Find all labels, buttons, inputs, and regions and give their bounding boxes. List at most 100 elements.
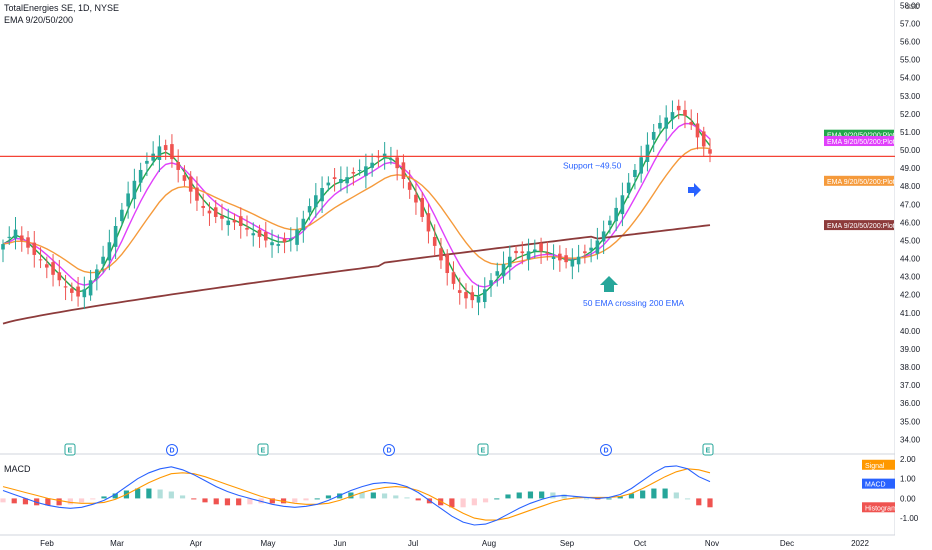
candle <box>251 233 256 236</box>
candle <box>558 253 562 261</box>
candle <box>545 252 550 254</box>
candle <box>226 220 231 226</box>
candle <box>26 237 30 248</box>
candle <box>633 169 637 178</box>
histogram-bar <box>381 493 388 499</box>
axis-bg <box>895 0 932 550</box>
macd-tick: 1.00 <box>900 475 916 484</box>
time-tick: Oct <box>634 539 647 548</box>
histogram-bar <box>168 491 174 499</box>
histogram-bar <box>45 498 51 506</box>
candle <box>339 178 343 184</box>
histogram-bar <box>269 498 275 504</box>
time-tick: Jun <box>334 539 347 548</box>
histogram-bar <box>224 498 231 506</box>
histogram-bar <box>617 496 623 499</box>
signal-line <box>2 468 711 521</box>
histogram-bar <box>135 488 141 499</box>
candle <box>57 272 62 281</box>
histogram-bar <box>359 492 365 499</box>
candles <box>1 99 712 316</box>
candle <box>188 176 193 192</box>
histogram-bar <box>303 498 309 501</box>
candle <box>614 207 618 222</box>
histogram-bar <box>0 498 6 503</box>
candle <box>107 242 112 261</box>
price-tick: 58.00 <box>900 1 921 10</box>
candle <box>270 242 274 246</box>
candle <box>120 209 124 222</box>
candle <box>63 286 68 288</box>
candle <box>620 195 625 215</box>
candle <box>351 172 356 174</box>
time-axis: Feb Mar Apr May Jun Jul Aug Sep Oct Nov Dec 2022 <box>40 539 869 548</box>
time-tick: Nov <box>705 539 719 548</box>
histogram-bar <box>179 495 186 499</box>
candle <box>708 149 712 154</box>
histogram-bar <box>314 498 320 500</box>
candle <box>482 289 487 302</box>
price-tick: 41.00 <box>900 309 921 318</box>
ema200-tag-bg <box>824 220 894 231</box>
ema20-tag: EMA 9/20/50/200:Plot <box>827 139 895 146</box>
macd-tick: 0.00 <box>900 494 916 503</box>
histogram-bar <box>471 498 477 506</box>
event-label: E <box>481 448 486 455</box>
price-tick: 35.00 <box>900 417 921 426</box>
candle <box>457 290 462 293</box>
price-tick: 45.00 <box>900 236 921 245</box>
candle <box>151 153 155 161</box>
histogram-bar <box>651 488 657 499</box>
candle <box>526 251 531 260</box>
candle <box>601 231 606 242</box>
candle <box>395 157 399 169</box>
candle <box>238 216 243 226</box>
price-tick: 48.00 <box>900 182 921 191</box>
candle <box>195 187 199 201</box>
candle <box>170 144 174 160</box>
earnings-icon <box>477 443 489 456</box>
histogram-bar <box>22 498 29 505</box>
candle <box>451 272 456 284</box>
candle <box>539 243 543 252</box>
candle <box>445 254 450 274</box>
price-tick: 55.00 <box>900 56 921 65</box>
candle <box>564 255 568 263</box>
candle <box>44 264 49 268</box>
candle <box>695 123 700 138</box>
candle <box>1 244 5 250</box>
candle <box>282 238 287 243</box>
price-tick: 40.00 <box>900 327 921 336</box>
histogram-bar <box>662 488 668 499</box>
candle <box>701 131 706 147</box>
histogram-bar <box>460 498 466 508</box>
histogram-bar <box>539 491 545 499</box>
ema200-line <box>2 224 711 325</box>
candle <box>595 240 600 254</box>
candle <box>182 175 187 181</box>
arrow-up-icon <box>600 276 618 292</box>
candle <box>213 207 218 217</box>
candle <box>101 256 105 264</box>
candle <box>426 213 431 232</box>
histogram-bar <box>684 498 691 500</box>
candle <box>533 249 537 252</box>
histogram-bar <box>202 498 208 503</box>
histogram-bar <box>236 498 242 506</box>
candle <box>88 280 93 296</box>
candle <box>320 188 324 202</box>
candle <box>507 256 512 268</box>
macd-tick: -1.00 <box>900 514 919 523</box>
price-tick: 50.00 <box>900 146 921 155</box>
time-tick: Feb <box>40 539 54 548</box>
price-tick: 54.00 <box>900 74 921 83</box>
candle <box>520 251 525 254</box>
candle <box>576 256 581 265</box>
candle <box>257 229 262 237</box>
histogram-bar <box>696 498 702 506</box>
histogram-bar <box>606 498 612 500</box>
candle <box>82 289 87 298</box>
candle <box>676 105 681 111</box>
candle <box>651 131 656 140</box>
